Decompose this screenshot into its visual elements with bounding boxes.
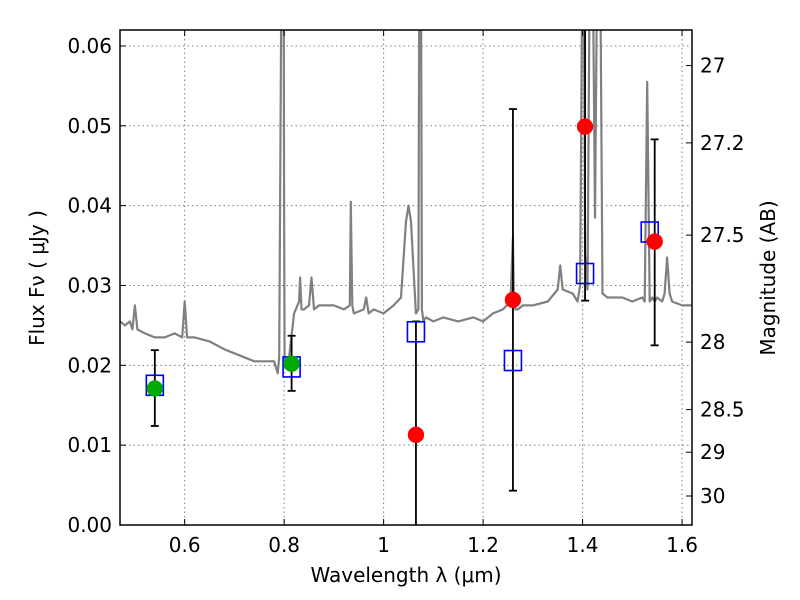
y-tick-label: 0.05 (67, 114, 112, 138)
grid-lines (120, 30, 692, 525)
right-tick-label: 27 (700, 54, 725, 78)
y-tick-label: 0.00 (67, 513, 112, 537)
y-tick-label: 0.03 (67, 273, 112, 297)
y-tick-label: 0.01 (67, 433, 112, 457)
observed-point (576, 118, 594, 135)
x-tick-label: 0.6 (169, 533, 201, 557)
right-tick-label: 28 (700, 330, 725, 354)
markers (145, 118, 663, 444)
x-axis-label: Wavelength λ (μm) (310, 563, 501, 587)
observed-point (504, 291, 522, 309)
y-tick-label: 0.06 (67, 34, 112, 58)
spectrum-line (120, 30, 692, 375)
model-photometry-square (406, 320, 426, 343)
observed-point (646, 233, 663, 250)
axes: 0.6 0.8 1 1.2 1.4 1.6 0.00 0.01 0.02 0.03 0.04 0.05… (67, 30, 745, 557)
y-axis-right-label: Magnitude (AB) (756, 200, 780, 355)
data-layer (120, 30, 692, 375)
model-photometry-square (503, 349, 523, 372)
right-tick-label: 29 (700, 440, 725, 464)
plot-frame (119, 29, 693, 526)
right-tick-label: 28.5 (700, 398, 745, 422)
right-tick-label: 27.2 (700, 131, 745, 155)
right-tick-label: 30 (700, 484, 725, 508)
x-tick-label: 1.2 (467, 533, 499, 557)
y-axis-label: Flux Fν ( μJy ) (25, 210, 49, 346)
y-tick-label: 0.04 (67, 194, 112, 218)
observed-point (407, 426, 425, 444)
observed-point (283, 355, 300, 372)
x-tick-label: 1.4 (567, 533, 599, 557)
right-tick-label: 27.5 (700, 223, 745, 247)
x-tick-label: 1 (377, 533, 390, 557)
observed-point (146, 380, 164, 397)
model-photometry-square (575, 262, 595, 285)
y-tick-label: 0.02 (67, 353, 112, 377)
x-tick-label: 1.6 (666, 533, 698, 557)
x-tick-label: 0.8 (268, 533, 300, 557)
